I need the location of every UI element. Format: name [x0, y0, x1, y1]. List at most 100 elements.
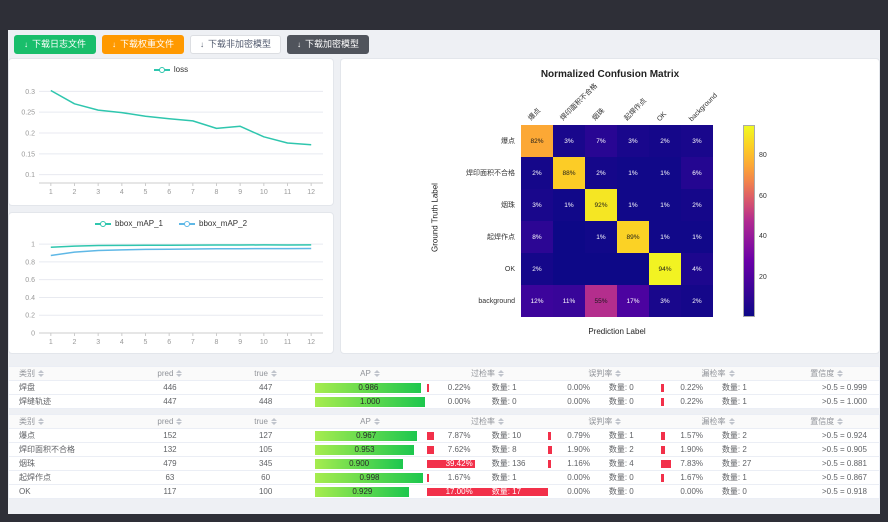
confusion-cell: 3% [649, 285, 681, 317]
legend-label: bbox_mAP_1 [114, 219, 163, 228]
colorbar-tick: 60 [759, 192, 767, 200]
confidence-cell: >0.5 = 0.867 [775, 471, 879, 484]
miss-bar [661, 431, 665, 440]
confusion-cell: 1% [649, 157, 681, 189]
miss-rate: 7.83% [680, 459, 704, 468]
svg-text:11: 11 [284, 189, 291, 196]
column-header[interactable]: 置信度 [775, 367, 879, 380]
svg-text:10: 10 [260, 189, 268, 196]
svg-text:0.3: 0.3 [25, 89, 35, 96]
download-weights-button[interactable]: ↓ 下载权重文件 [102, 35, 185, 54]
column-header[interactable]: 过检率 [427, 415, 549, 428]
column-header[interactable]: 误判率 [548, 367, 661, 380]
svg-text:0.6: 0.6 [25, 277, 35, 284]
category-cell: 爆点 [9, 429, 122, 442]
category-label: 焊盘 [19, 383, 35, 392]
overdetect-rate: 0.00% [447, 397, 471, 406]
miss-cell: 0.00% 数量: 0 [661, 485, 774, 498]
ap-value: 0.953 [354, 445, 375, 454]
misjudge-cell: 1.90% 数量: 2 [548, 443, 661, 456]
column-header[interactable]: AP [313, 415, 426, 428]
download-encrypted-model-button[interactable]: ↓ 下载加密模型 [287, 35, 370, 54]
column-header[interactable]: AP [313, 367, 426, 380]
misjudge-bar [548, 459, 551, 468]
column-header-label: 置信度 [810, 417, 835, 426]
download-log-button[interactable]: ↓ 下载日志文件 [14, 35, 97, 54]
column-header-label: pred [157, 417, 174, 426]
y-tick-label: 烟珠 [501, 202, 515, 209]
sort-caret-icon [837, 370, 844, 377]
pred-value: 117 [163, 487, 177, 496]
column-header[interactable]: true [218, 367, 314, 380]
misjudge-bar [548, 445, 552, 454]
loss-chart-legend: loss [9, 62, 333, 77]
svg-text:0.2: 0.2 [25, 313, 35, 320]
overdetect-cell: 17.00% 数量: 17 [426, 485, 549, 498]
true-value: 60 [261, 473, 271, 482]
column-header[interactable]: pred [122, 415, 218, 428]
misjudge-rate: 0.79% [567, 431, 590, 440]
svg-text:5: 5 [144, 189, 148, 196]
result-table-1: 类别 pred true AP 过检率 误判率 漏检率 置信度焊盘 446 447 0.986 0.2… [8, 366, 880, 409]
legend-item-loss[interactable]: loss [153, 65, 189, 74]
pred-value: 446 [163, 383, 177, 392]
column-header[interactable]: true [218, 415, 314, 428]
confidence-value: >0.5 = 0.999 [822, 383, 867, 392]
value-cell: 345 [218, 457, 314, 470]
legend-item-bbox_mAP_1[interactable]: bbox_mAP_1 [94, 219, 163, 228]
sort-caret-icon [373, 370, 380, 377]
download-icon: ↓ [24, 39, 28, 49]
confusion-cell: 3% [617, 125, 649, 157]
colorbar-tick-labels: 20 40 60 80 [759, 125, 783, 317]
svg-text:4: 4 [120, 339, 124, 346]
ap-cell: 0.986 [313, 381, 426, 394]
column-header[interactable]: 漏检率 [661, 415, 774, 428]
sort-caret-icon [176, 418, 183, 425]
value-cell: 479 [122, 457, 218, 470]
confusion-cell: 3% [553, 125, 585, 157]
confusion-matrix-grid: 82% 3% 7% 3% 2% 3% 2% 88% 2% 1% 1% 6% 3% 1% 92% 1% 1% 2% 8… [521, 125, 713, 317]
overdetect-bar [426, 383, 429, 392]
overdetect-rate: 0.22% [447, 383, 471, 392]
misjudge-cell: 0.00% 数量: 0 [548, 485, 661, 498]
confusion-cell: 1% [681, 221, 713, 253]
svg-text:8: 8 [215, 339, 219, 346]
toolbar: ↓ 下载日志文件 ↓ 下载权重文件 ↓ 下载非加密模型 ↓ 下载加密模型 [14, 35, 370, 55]
svg-text:10: 10 [260, 339, 268, 346]
x-tick-label: 起焊作点 [623, 97, 649, 123]
column-header[interactable]: 漏检率 [661, 367, 774, 380]
column-header[interactable]: 置信度 [775, 415, 879, 428]
overdetect-cell: 0.22% 数量: 1 [426, 381, 549, 394]
confusion-cell: 88% [553, 157, 585, 189]
legend-label: loss [173, 65, 189, 74]
svg-text:6: 6 [167, 189, 171, 196]
ap-value: 0.986 [358, 383, 379, 392]
column-header-label: 误判率 [588, 417, 613, 426]
value-cell: 60 [218, 471, 314, 484]
miss-count: 数量: 27 [721, 459, 752, 468]
table-row: 烟珠 479 345 0.900 39.42% 数量: 136 1.16% 数量: 4 7.83… [9, 457, 879, 471]
column-header[interactable]: 类别 [9, 367, 122, 380]
overdetect-count: 数量: 17 [491, 487, 522, 496]
column-header[interactable]: 过检率 [427, 367, 549, 380]
loss-line-chart: 0.10.150.20.250.31 2 3 4 5 6 7 8 9 10 11 12 [21, 89, 323, 196]
download-unencrypted-model-button[interactable]: ↓ 下载非加密模型 [190, 35, 282, 54]
confusion-cell: 8% [521, 221, 553, 253]
column-header[interactable]: 类别 [9, 415, 122, 428]
legend-item-bbox_mAP_2[interactable]: bbox_mAP_2 [179, 219, 247, 228]
category-cell: OK [9, 485, 122, 498]
column-header-label: 置信度 [810, 369, 835, 378]
true-value: 447 [258, 383, 273, 392]
miss-rate: 0.22% [680, 397, 704, 406]
svg-text:9: 9 [238, 189, 242, 196]
confusion-cell: 82% [521, 125, 553, 157]
category-label: 焊印面积不合格 [19, 445, 75, 454]
confusion-cell: 2% [649, 125, 681, 157]
column-header[interactable]: pred [122, 367, 218, 380]
confusion-cell: 1% [617, 157, 649, 189]
ap-cell: 0.967 [313, 429, 426, 442]
confusion-cell [585, 253, 617, 285]
loss-chart-card: loss 0.1 0.15 0.2 0.25 0.3 1 2 3 4 5 6 7 8 9 10 11 12 [8, 58, 334, 206]
svg-text:0: 0 [31, 331, 35, 338]
column-header[interactable]: 误判率 [548, 415, 661, 428]
